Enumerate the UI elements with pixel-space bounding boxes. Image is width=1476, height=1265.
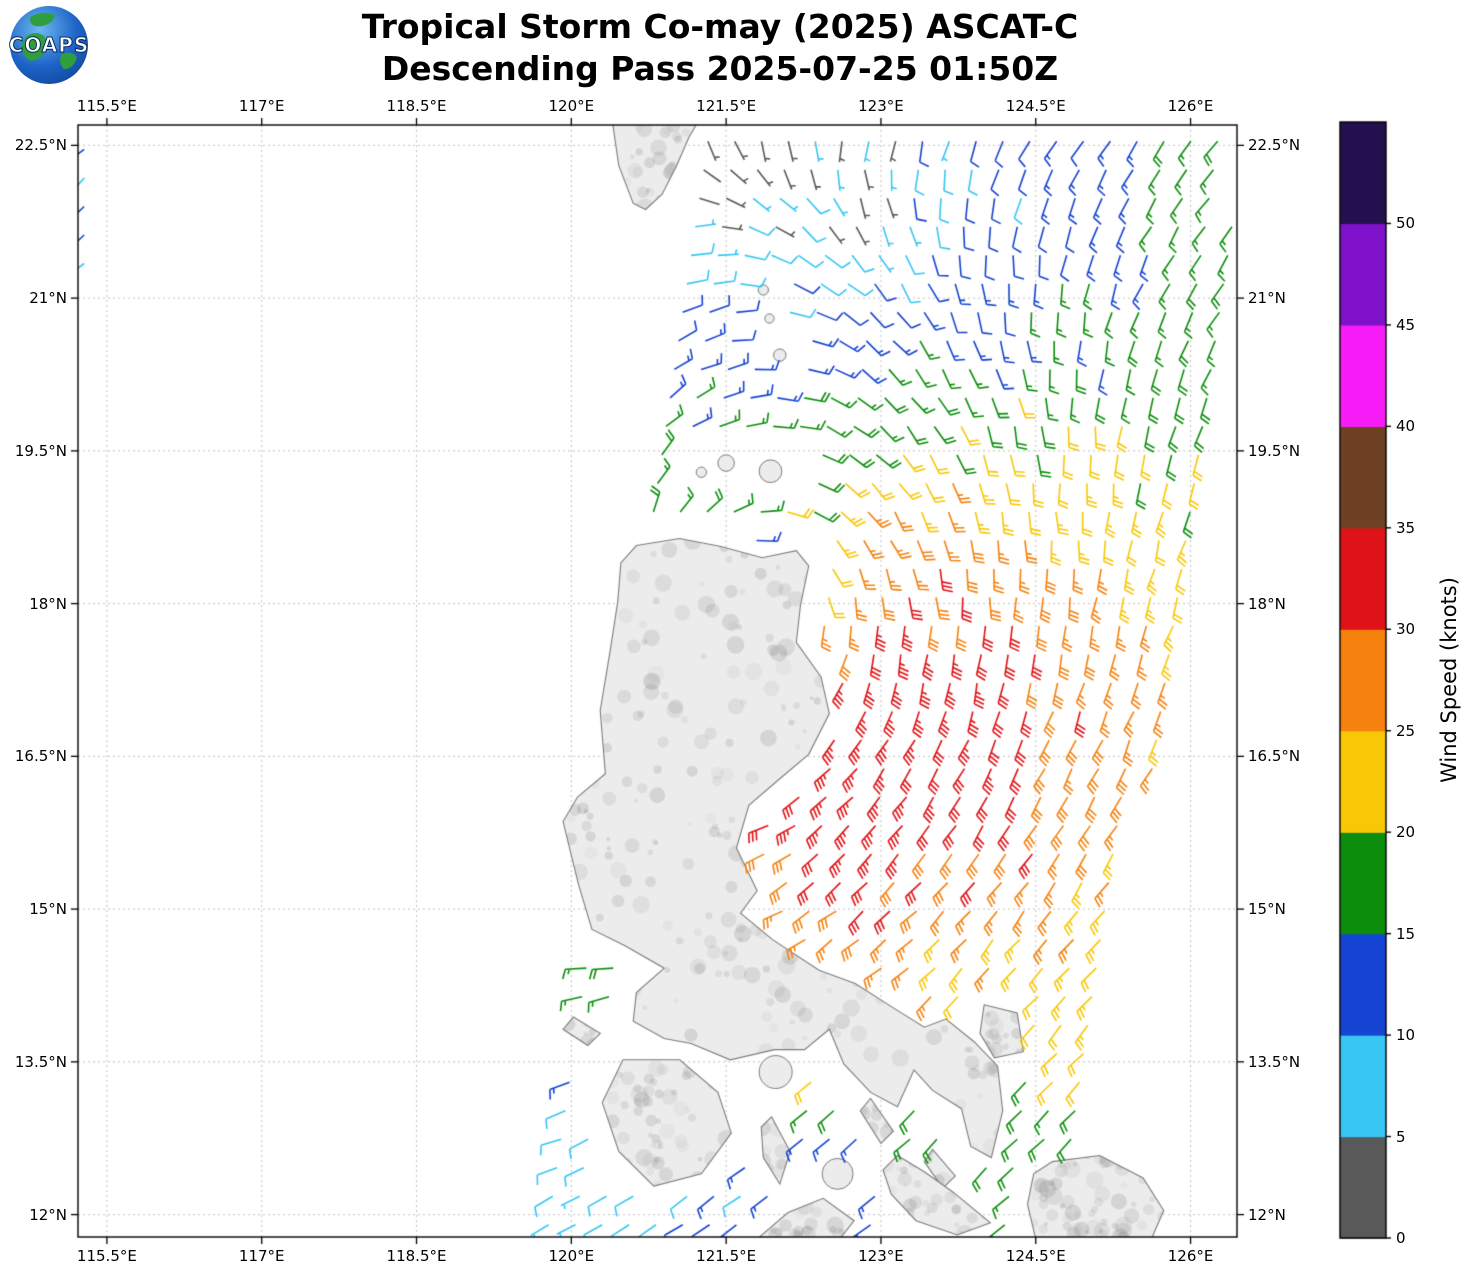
chart-subtitle: Descending Pass 2025-07-25 01:50Z bbox=[381, 49, 1059, 88]
coaps-logo: COAPS bbox=[8, 4, 90, 86]
colorbar-axis-label: Wind Speed (knots) bbox=[1437, 577, 1461, 783]
chart-title: Tropical Storm Co-may (2025) ASCAT-C bbox=[361, 7, 1079, 46]
logo-text: COAPS bbox=[9, 33, 90, 57]
globe-icon: COAPS bbox=[8, 6, 90, 84]
